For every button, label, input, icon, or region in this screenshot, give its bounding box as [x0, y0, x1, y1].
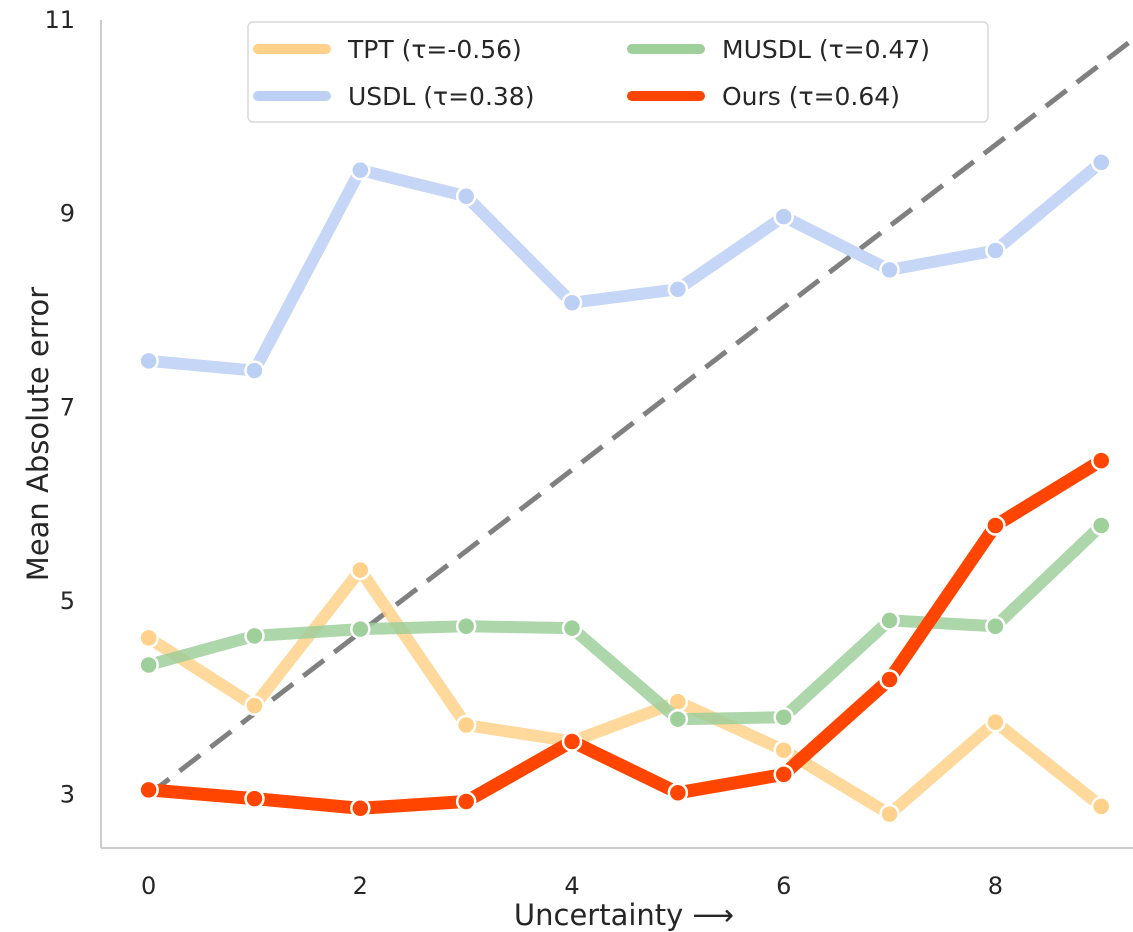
axes-frame	[100, 20, 1133, 849]
data-point	[667, 278, 689, 300]
data-point	[667, 708, 689, 730]
data-point	[773, 707, 794, 728]
data-point	[1090, 515, 1112, 536]
y-axis-label: Mean Absolute error	[21, 287, 55, 581]
x-tick: 4	[564, 872, 579, 900]
x-tick-label: 8	[988, 872, 1003, 900]
legend-item: TPT (τ=-0.56)	[253, 35, 522, 64]
data-point	[138, 654, 159, 676]
data-point	[879, 610, 900, 631]
x-tick: 0	[141, 872, 156, 900]
data-point	[350, 618, 371, 640]
data-point	[350, 798, 371, 819]
data-point	[455, 615, 477, 637]
data-point	[985, 615, 1006, 637]
data-point	[138, 627, 159, 649]
data-point	[1090, 796, 1112, 817]
legend-item: USDL (τ=0.38)	[253, 82, 534, 111]
x-tick-labels: 0 2 4 6 8	[141, 872, 1003, 900]
y-tick-label: 3	[60, 781, 75, 809]
legend: TPT (τ=-0.56) USDL (τ=0.38) MUSDL (τ=0.47)…	[247, 21, 989, 123]
series-2	[138, 515, 1112, 730]
data-point	[985, 515, 1006, 536]
x-tick-label: 2	[353, 872, 368, 900]
y-tick-label: 9	[60, 200, 75, 228]
legend-label: Ours (τ=0.64)	[722, 82, 900, 111]
data-point	[455, 791, 477, 812]
series-line	[142, 519, 1108, 726]
data-point	[455, 714, 477, 736]
legend-box	[247, 21, 989, 123]
legend-label: USDL (τ=0.38)	[348, 82, 534, 111]
data-point	[244, 695, 265, 716]
x-tick-label: 6	[776, 872, 791, 900]
series-1	[138, 152, 1112, 381]
data-point	[350, 559, 371, 581]
x-tick: 2	[353, 872, 368, 900]
x-tick-label: 0	[141, 872, 156, 900]
data-point	[350, 159, 371, 181]
data-point	[244, 788, 265, 809]
data-point	[1090, 152, 1112, 173]
series-line	[142, 454, 1108, 815]
y-tick: 5	[60, 587, 75, 615]
data-point	[561, 292, 583, 314]
data-point	[561, 731, 583, 752]
data-point	[455, 186, 477, 207]
x-axis-label: Uncertainty ⟶	[514, 898, 734, 932]
y-tick: 9	[60, 200, 75, 228]
data-point	[773, 739, 794, 761]
y-tick-labels: 3 5 7 9 11	[44, 6, 75, 809]
legend-label: MUSDL (τ=0.47)	[722, 35, 930, 64]
series-group	[138, 152, 1112, 825]
data-point	[244, 625, 265, 647]
y-tick: 3	[60, 781, 75, 809]
series-line	[142, 156, 1108, 377]
data-point	[773, 764, 794, 785]
data-point	[1090, 450, 1112, 471]
y-tick-label: 5	[60, 587, 75, 615]
data-point	[244, 360, 265, 381]
legend-item: Ours (τ=0.64)	[627, 82, 900, 111]
data-point	[985, 240, 1006, 261]
data-point	[561, 617, 583, 639]
x-tick-label: 4	[564, 872, 579, 900]
series-3	[138, 450, 1112, 819]
legend-item: MUSDL (τ=0.47)	[627, 35, 930, 64]
data-point	[138, 350, 159, 372]
data-point	[879, 803, 900, 825]
data-point	[138, 779, 159, 801]
x-tick: 6	[776, 872, 791, 900]
x-tick: 8	[988, 872, 1003, 900]
y-tick-label: 11	[44, 6, 75, 34]
reference-diagonal-line	[147, 37, 1133, 797]
y-tick: 11	[44, 6, 75, 34]
reference-line	[147, 37, 1133, 797]
data-point	[879, 259, 900, 281]
y-tick: 7	[60, 393, 75, 421]
y-tick-label: 7	[60, 393, 75, 421]
data-point	[879, 669, 900, 690]
data-point	[667, 782, 689, 804]
series-line	[142, 564, 1108, 821]
legend-label: TPT (τ=-0.56)	[347, 35, 522, 64]
data-point	[985, 711, 1006, 733]
data-point	[773, 206, 794, 227]
